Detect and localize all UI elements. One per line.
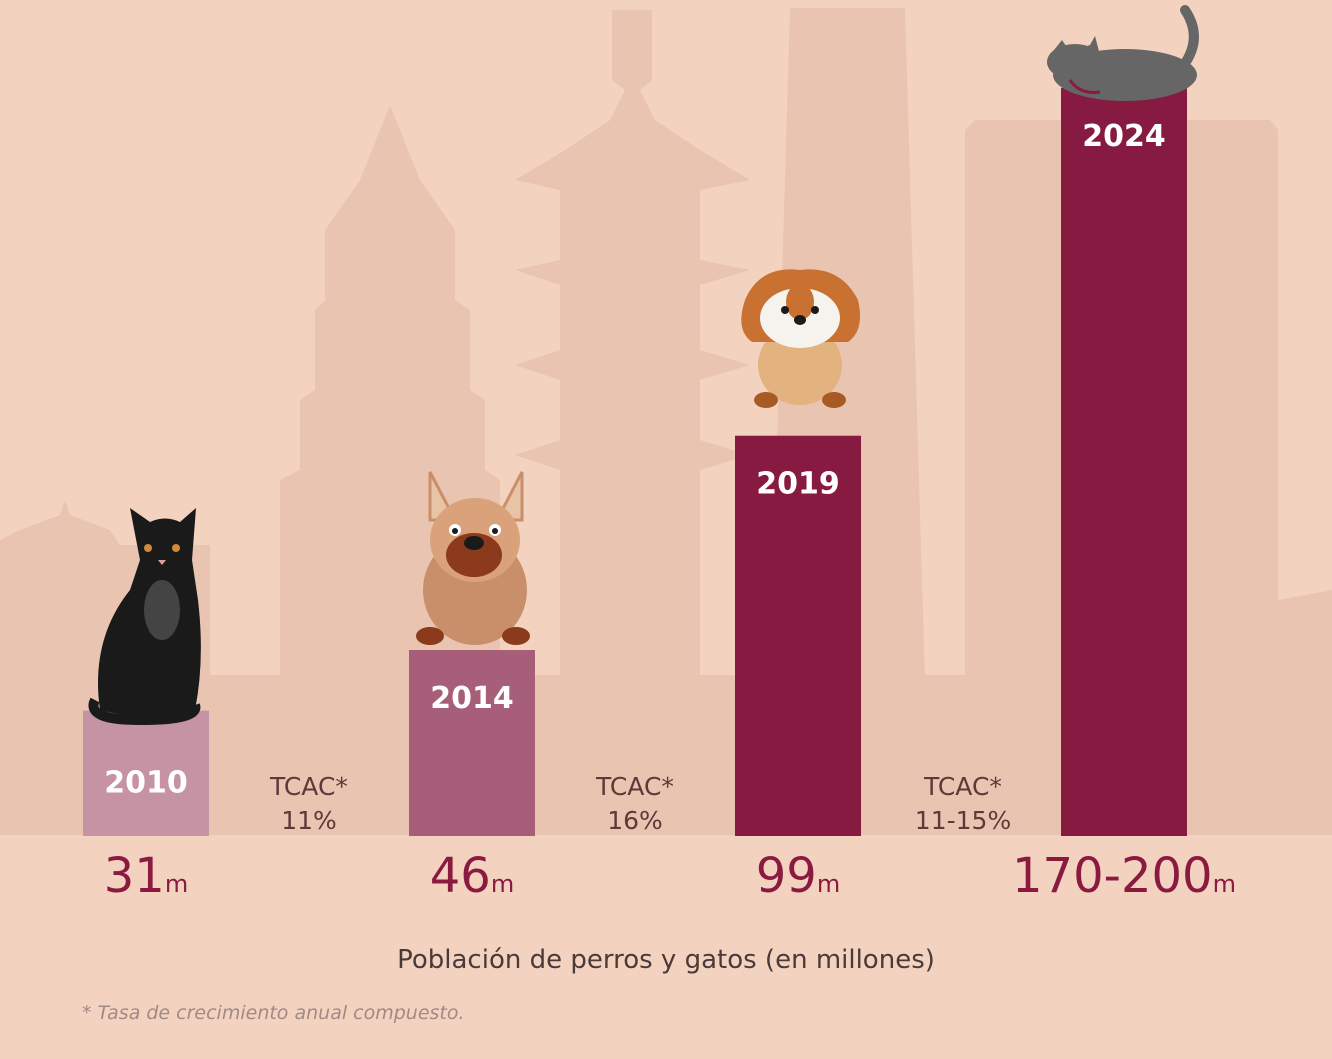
label-group: 2010 31m 2014 46m 2019 99m 2024 170-200m TCAC* 11… [104, 119, 1236, 904]
bar-2014 [409, 650, 535, 836]
value-label: 46m [430, 848, 514, 904]
shih-tzu-icon [741, 269, 861, 408]
french-bulldog-icon [416, 471, 530, 645]
bar-year-label: 2019 [756, 467, 840, 502]
footnote: * Tasa de crecimiento anual compuesto. [82, 1002, 465, 1024]
growth-rate-label: TCAC* [269, 772, 348, 801]
x-axis-label: Población de perros y gatos (en millones… [397, 945, 935, 975]
growth-rate-label: TCAC* [923, 772, 1002, 801]
growth-rate-value: 16% [607, 806, 663, 835]
value-label: 99m [756, 848, 840, 904]
value-label: 170-200m [1012, 848, 1236, 904]
value-label: 31m [104, 848, 188, 904]
pet-illustrations [88, 5, 1199, 726]
black-cat-icon [88, 508, 201, 726]
bar-2010 [83, 710, 209, 836]
growth-rate-value: 11% [281, 806, 337, 835]
bar-year-label: 2014 [430, 681, 514, 716]
bar-year-label: 2010 [104, 766, 188, 801]
growth-rate-label: TCAC* [595, 772, 674, 801]
growth-rate-value: 11-15% [915, 806, 1011, 835]
sleeping-gray-cat-icon [1047, 5, 1199, 101]
bar-2019 [735, 435, 861, 836]
bar-2024 [1061, 88, 1187, 836]
bar-group [83, 88, 1187, 836]
bar-year-label: 2024 [1082, 119, 1166, 154]
